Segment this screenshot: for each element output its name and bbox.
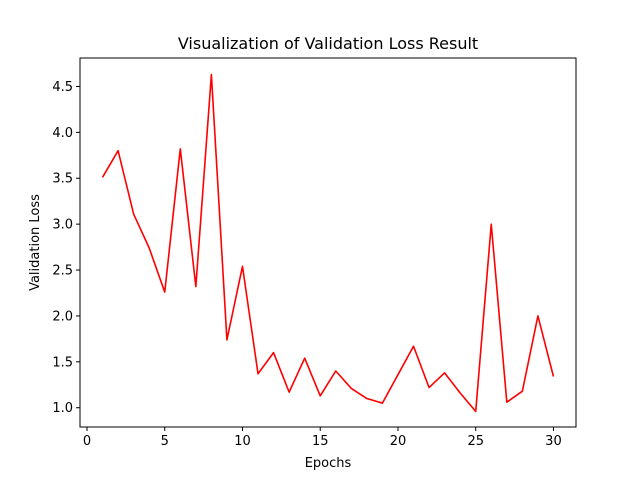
y-axis-label: Validation Loss	[28, 194, 43, 291]
y-tick-label: 2.0	[52, 309, 73, 324]
y-tick-label: 3.5	[52, 172, 73, 187]
x-tick-label: 30	[545, 434, 562, 449]
chart-title: Visualization of Validation Loss Result	[178, 34, 478, 53]
y-tick-label: 4.5	[52, 80, 73, 95]
series-line	[101, 73, 555, 413]
y-tick-label: 4.0	[52, 126, 73, 141]
y-tick-label: 2.5	[52, 264, 73, 279]
x-tick-label: 5	[161, 434, 169, 449]
y-tick-label: 3.0	[52, 218, 73, 233]
x-axis-ticks: 0 5 10 15 20 25 30	[83, 427, 562, 449]
y-axis-ticks: 1.0 1.5 2.0 2.5 3.0 3.5 4.0 4.5	[52, 80, 80, 416]
y-tick-label: 1.5	[52, 355, 73, 370]
x-tick-label: 20	[390, 434, 407, 449]
x-axis-label: Epochs	[305, 456, 352, 471]
x-tick-label: 15	[312, 434, 329, 449]
series-layer	[101, 73, 555, 413]
x-tick-label: 10	[234, 434, 251, 449]
plot-frame	[79, 57, 577, 428]
x-tick-label: 25	[467, 434, 484, 449]
y-tick-label: 1.0	[52, 401, 73, 416]
x-tick-label: 0	[83, 434, 91, 449]
